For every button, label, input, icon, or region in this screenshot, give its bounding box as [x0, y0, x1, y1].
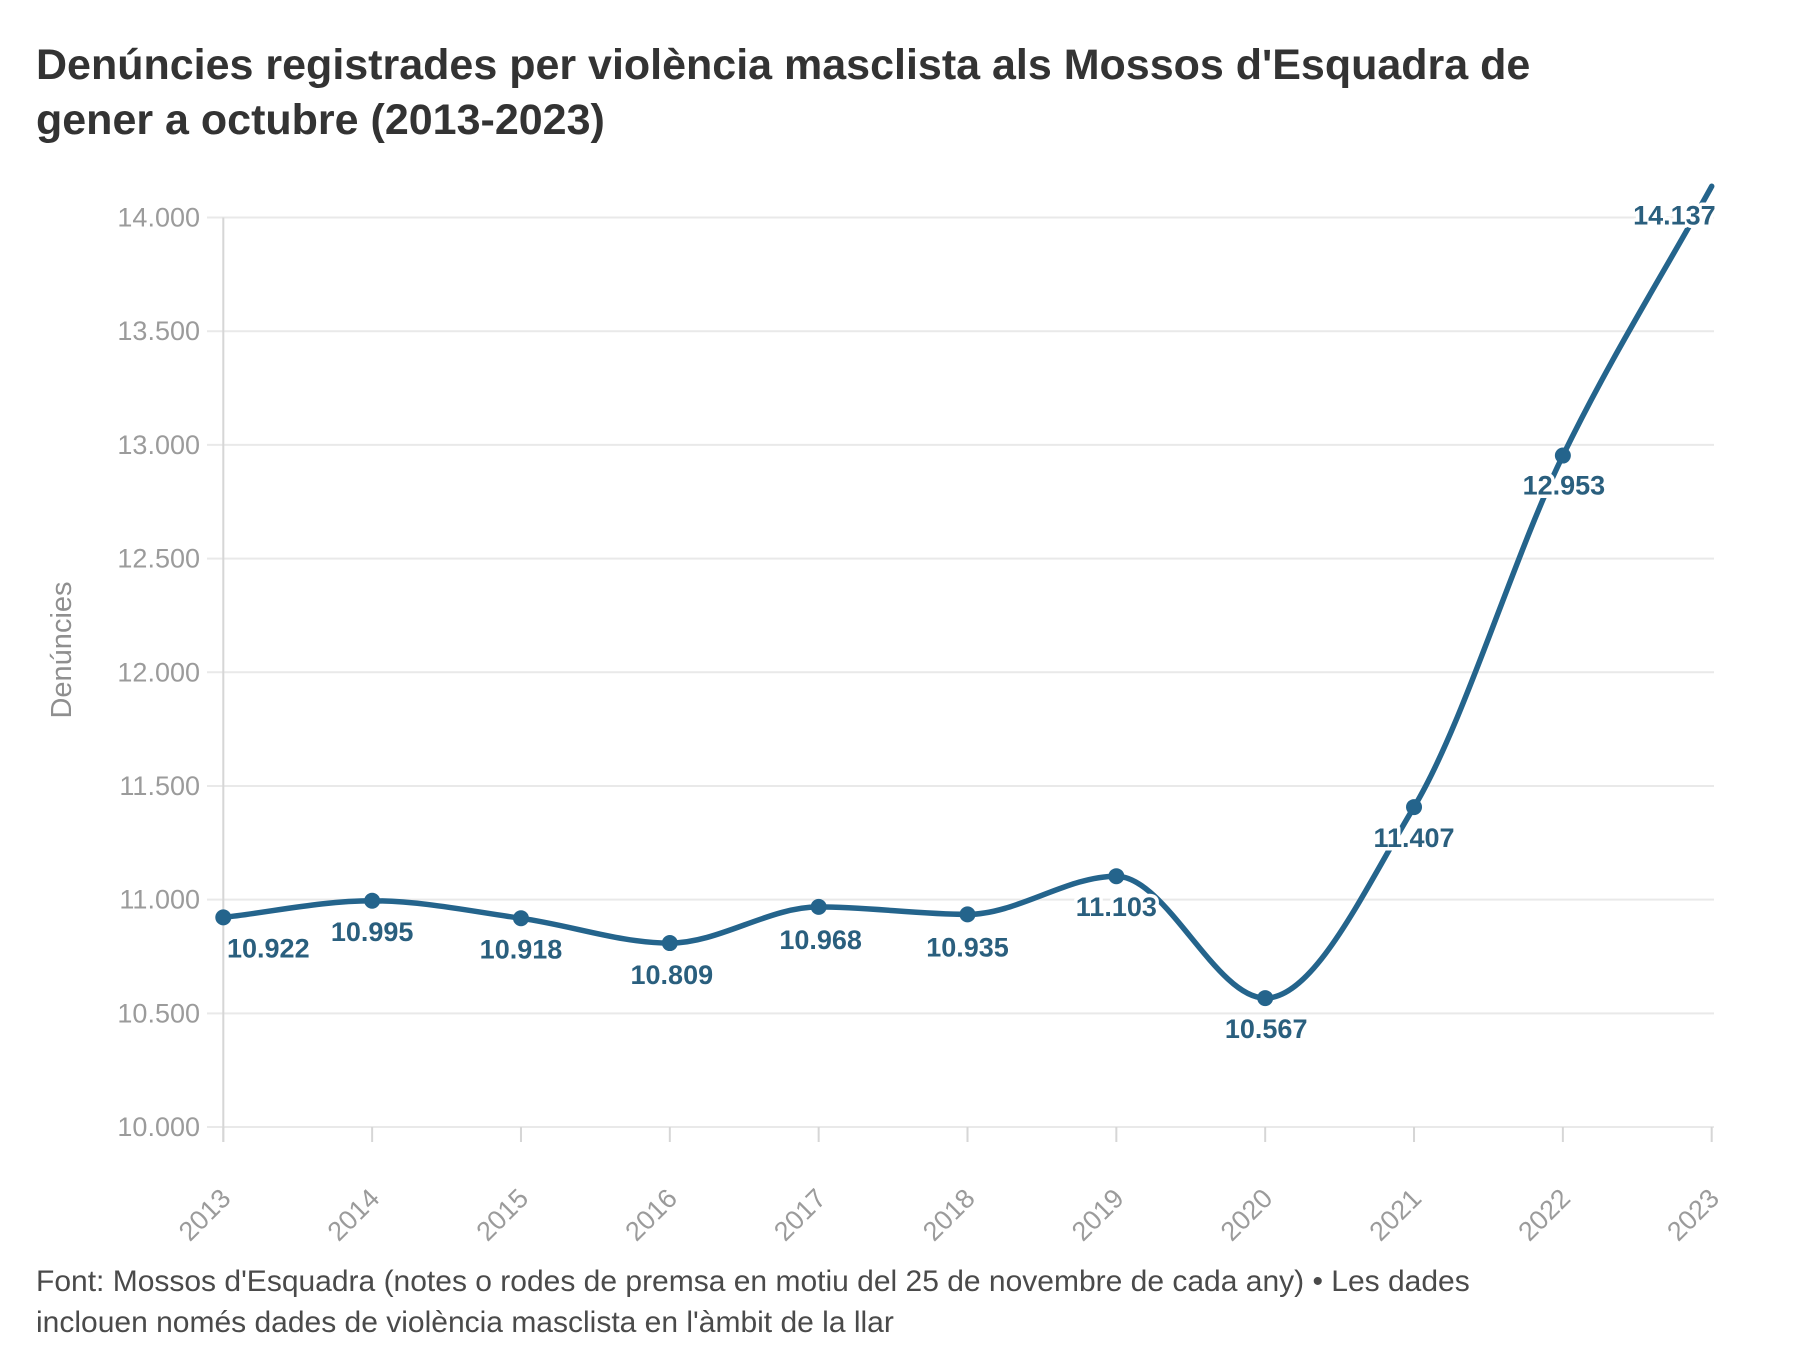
value-label: 12.953 — [1523, 471, 1606, 501]
x-tick-label: 2016 — [619, 1183, 683, 1247]
y-tick-label: 11.000 — [119, 885, 200, 915]
y-tick-label: 12.500 — [117, 544, 200, 574]
data-point — [661, 935, 678, 952]
data-point — [959, 906, 976, 923]
data-point — [1257, 990, 1274, 1007]
y-tick-label: 12.000 — [117, 657, 200, 687]
value-label: 11.103 — [1076, 892, 1157, 922]
x-tick-label: 2018 — [917, 1183, 981, 1247]
x-tick-label: 2020 — [1215, 1183, 1279, 1247]
value-label: 10.935 — [926, 932, 1009, 962]
axis-layer: 10.000 10.500 11.000 11.500 12.000 12.500 13.0… — [117, 203, 1725, 1247]
value-label: 10.567 — [1225, 1014, 1308, 1044]
source-note: Font: Mossos d'Esquadra (notes o rodes d… — [36, 1265, 1470, 1339]
data-point — [1406, 799, 1423, 816]
y-tick-label: 10.500 — [117, 998, 200, 1028]
data-point — [1108, 868, 1125, 885]
data-point — [512, 910, 529, 927]
x-tick-label: 2023 — [1661, 1183, 1725, 1247]
value-label: 10.995 — [331, 917, 414, 947]
x-tick-label: 2017 — [768, 1183, 832, 1247]
data-point — [1554, 447, 1571, 464]
series-layer — [215, 183, 1715, 1007]
value-label-layer: 10.922 10.995 10.918 10.809 10.968 10.935 11.1… — [224, 197, 1720, 1048]
y-tick-label: 13.000 — [117, 430, 200, 460]
value-label: 10.918 — [480, 934, 563, 964]
data-line — [220, 183, 1715, 1001]
x-tick-label: 2013 — [173, 1183, 237, 1247]
data-point — [364, 892, 381, 909]
value-label: 10.922 — [227, 933, 310, 963]
y-tick-label: 10.000 — [117, 1112, 200, 1142]
data-point — [215, 909, 232, 926]
data-point — [810, 898, 827, 915]
value-label: 10.809 — [631, 960, 714, 990]
y-tick-label: 13.500 — [117, 316, 200, 346]
chart-title: Denúncies registrades per violència masc… — [36, 41, 1531, 145]
y-axis-title: Denúncies — [46, 581, 78, 718]
value-label: 14.137 — [1633, 200, 1716, 230]
x-tick-label: 2022 — [1512, 1183, 1576, 1247]
value-label: 11.407 — [1373, 823, 1454, 853]
x-tick-label: 2019 — [1066, 1183, 1130, 1247]
value-label: 10.968 — [779, 925, 862, 955]
x-tick-label: 2014 — [322, 1183, 386, 1247]
y-tick-label: 14.000 — [117, 203, 200, 233]
y-tick-label: 11.500 — [119, 771, 200, 801]
grid-layer — [207, 216, 1714, 1128]
x-tick-label: 2021 — [1364, 1183, 1428, 1247]
x-tick-label: 2015 — [471, 1183, 535, 1247]
